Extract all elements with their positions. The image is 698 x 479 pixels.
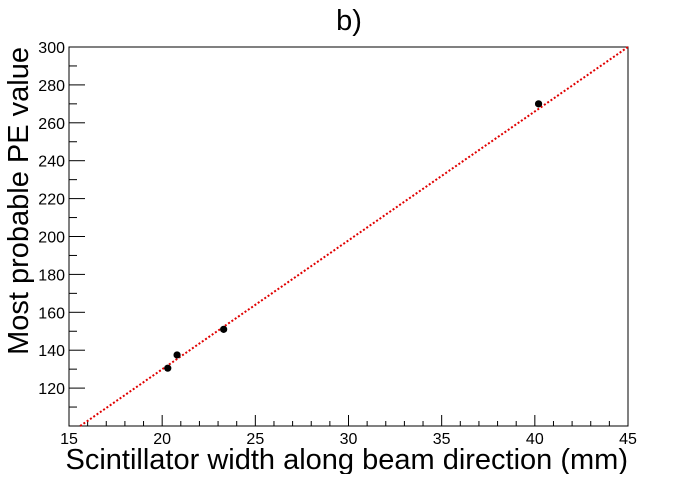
y-tick-label: 160 — [38, 305, 65, 322]
y-axis-ticks: 120 140 160 180 200 220 240 260 280 300 — [38, 40, 85, 427]
x-tick-label: 30 — [340, 431, 358, 448]
y-tick-label: 180 — [38, 267, 65, 284]
y-axis-title: Most probable PE value — [3, 47, 35, 355]
data-point — [220, 325, 228, 333]
x-axis-title: Scintillator width along beam direction … — [66, 444, 629, 474]
x-axis-ticks: 15 20 25 30 35 40 45 — [60, 415, 637, 448]
data-points-layer — [164, 100, 543, 372]
x-tick-label: 20 — [153, 431, 171, 448]
x-tick-label: 45 — [619, 431, 637, 448]
y-tick-label: 280 — [38, 78, 65, 95]
y-tick-label: 200 — [38, 230, 65, 247]
x-tick-label: 25 — [246, 431, 264, 448]
chart-title: b) — [336, 5, 362, 37]
fit-line — [79, 46, 629, 427]
y-tick-label: 120 — [38, 381, 65, 398]
x-tick-label: 35 — [433, 431, 451, 448]
y-tick-label: 240 — [38, 154, 65, 171]
y-tick-label: 300 — [38, 40, 65, 57]
y-tick-label: 260 — [38, 116, 65, 133]
data-point — [173, 351, 181, 359]
data-point — [164, 364, 172, 372]
data-point — [534, 100, 543, 108]
x-tick-label: 15 — [60, 431, 78, 448]
y-tick-label: 220 — [38, 192, 65, 209]
fit-line-layer — [79, 46, 629, 427]
y-tick-label: 140 — [38, 343, 65, 360]
x-tick-label: 40 — [526, 431, 544, 448]
